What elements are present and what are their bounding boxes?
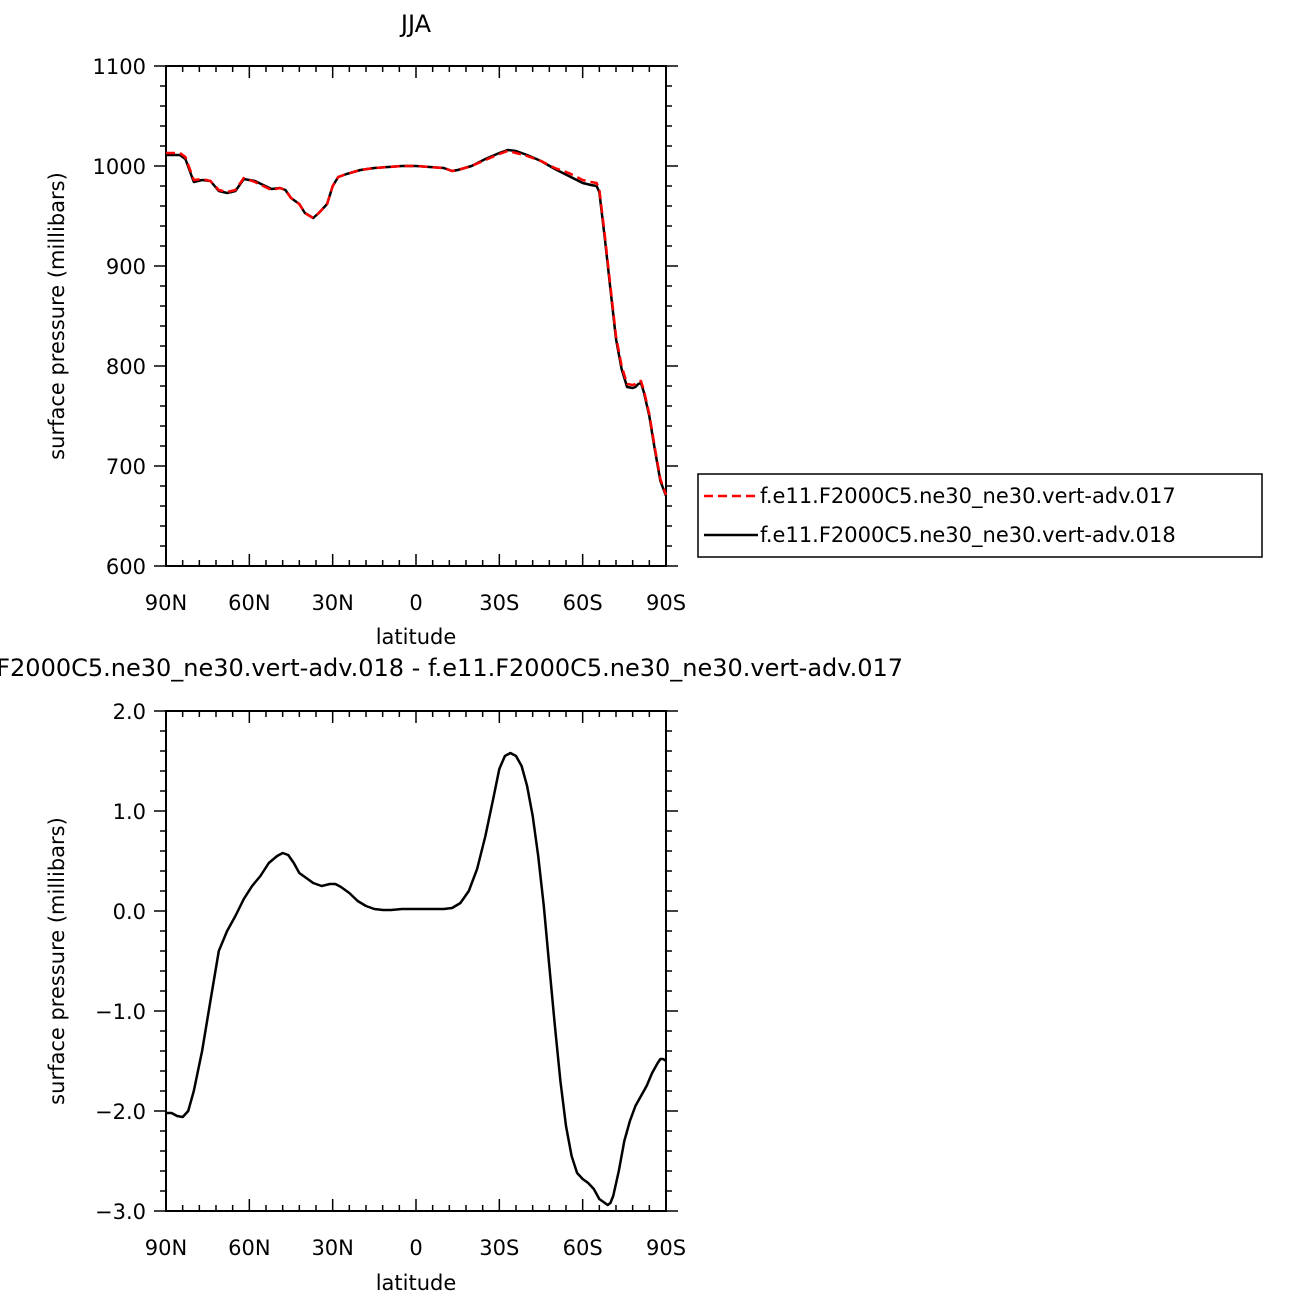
legend-label-018: f.e11.F2000C5.ne30_ne30.vert-adv.018 [760, 523, 1176, 548]
x-axis-title-top: latitude [376, 625, 457, 649]
y-axis-title-bottom: surface pressure (millibars) [45, 817, 69, 1105]
y-tick-label-bottom: 1.0 [113, 800, 146, 824]
x-tick-label-bottom: 30N [311, 1236, 353, 1260]
x-tick-label-bottom: 60N [228, 1236, 270, 1260]
y-tick-label-top: 700 [106, 455, 146, 479]
series-line-top-1 [166, 148, 668, 497]
y-tick-label-top: 1100 [93, 55, 146, 79]
y-tick-label-bottom: −1.0 [95, 1000, 146, 1024]
x-tick-label-bottom: 90N [145, 1236, 187, 1260]
x-tick-label-top: 30S [479, 591, 519, 615]
plot-frame-top [165, 65, 667, 567]
x-tick-label-top: 60N [228, 591, 270, 615]
legend-label-017: f.e11.F2000C5.ne30_ne30.vert-adv.017 [760, 484, 1176, 509]
x-tick-label-bottom: 0 [409, 1236, 422, 1260]
y-tick-label-bottom: 2.0 [113, 700, 146, 724]
series-line-bottom-0 [166, 751, 667, 1207]
y-tick-label-top: 800 [106, 355, 146, 379]
x-tick-label-top: 60S [563, 591, 603, 615]
x-tick-label-top: 0 [409, 591, 422, 615]
chart-title-bottom: f.e11.F2000C5.ne30_ne30.vert-adv.018 - f… [0, 654, 903, 682]
y-tick-label-top: 1000 [93, 155, 146, 179]
chart-title-top: JJA [399, 10, 432, 38]
y-tick-label-bottom: −3.0 [95, 1200, 146, 1224]
x-tick-label-bottom: 30S [479, 1236, 519, 1260]
series-line-top-0 [166, 149, 668, 496]
y-tick-label-bottom: −2.0 [95, 1100, 146, 1124]
plot-frame-bottom [165, 710, 667, 1212]
legend: f.e11.F2000C5.ne30_ne30.vert-adv.017 f.e… [697, 473, 1263, 558]
x-tick-label-bottom: 60S [563, 1236, 603, 1260]
x-tick-label-top: 90N [145, 591, 187, 615]
x-tick-label-top: 30N [311, 591, 353, 615]
x-tick-label-top: 90S [646, 591, 686, 615]
x-tick-label-bottom: 90S [646, 1236, 686, 1260]
plot-area-bottom: 90N 60N 30N 0 30S 60S 90S −3.0 −2.0 −1.0 0.0 1.0 2.0 [95, 700, 686, 1260]
x-axis-title-bottom: latitude [376, 1271, 457, 1295]
y-axis-title-top: surface pressure (millibars) [45, 172, 69, 460]
y-tick-label-top: 600 [106, 555, 146, 579]
y-tick-label-bottom: 0.0 [113, 900, 146, 924]
plot-area-top: 90N 60N 30N 0 30S 60S 90S 600 700 800 900 1000 1100 [93, 55, 686, 615]
y-tick-label-top: 900 [106, 255, 146, 279]
legend-frame [697, 473, 1263, 558]
